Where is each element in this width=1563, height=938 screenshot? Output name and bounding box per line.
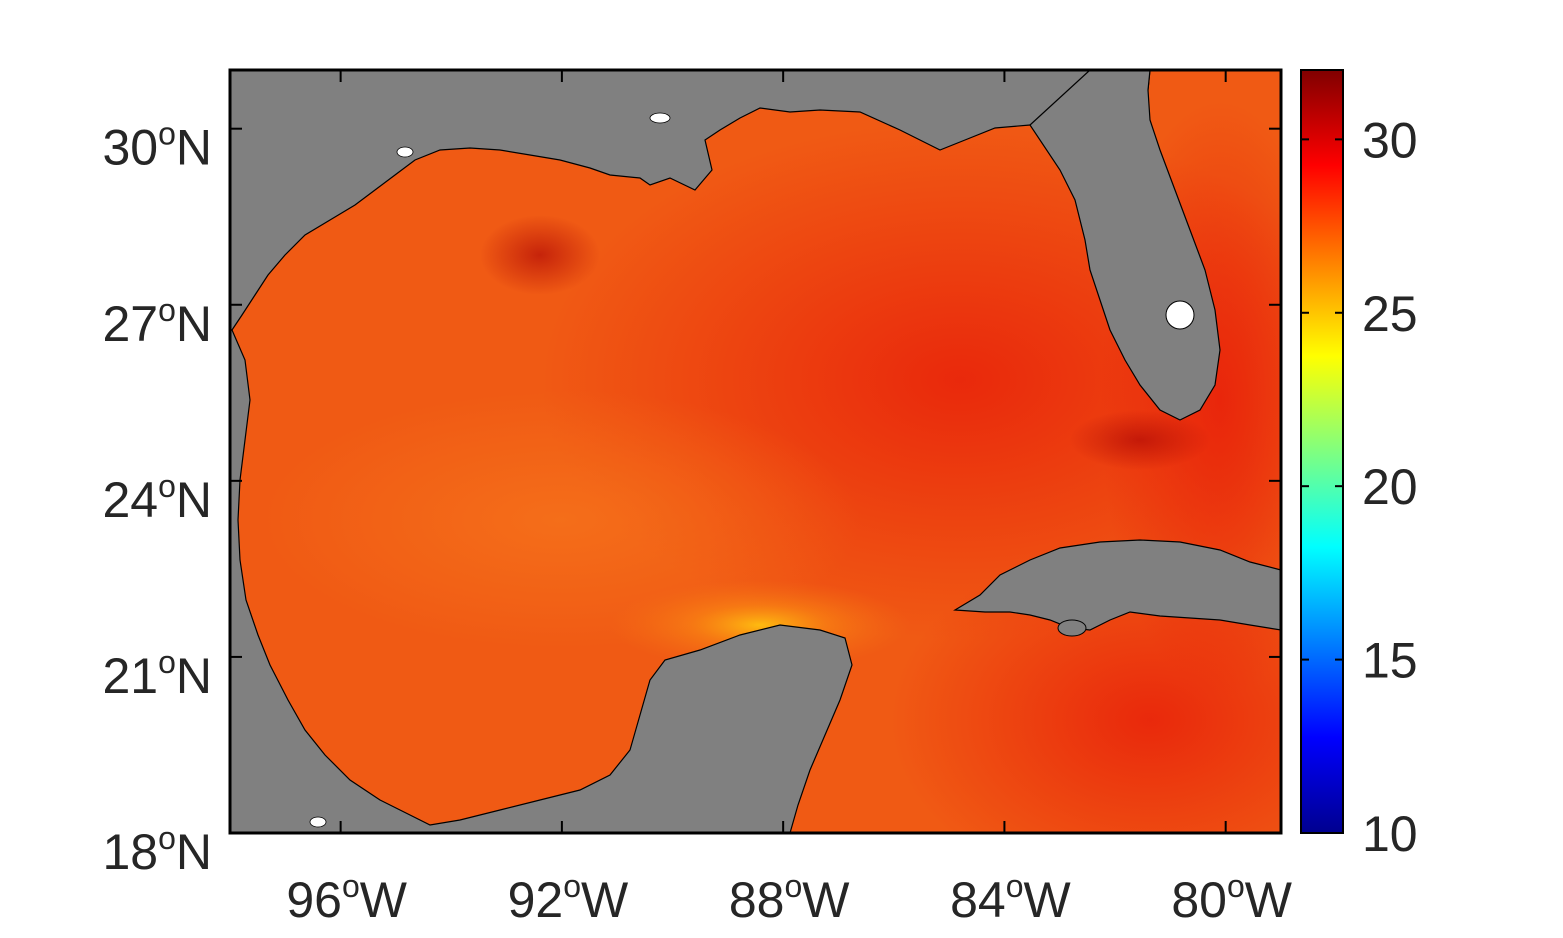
plot-area xyxy=(230,70,1281,833)
land-us-north xyxy=(230,70,1281,331)
colorbar-tick-label: 10 xyxy=(1362,806,1418,862)
latitude-tick-labels: 30oN 27oN 24oN 21oN 18oN xyxy=(102,116,212,880)
lon-tick-label: 92oW xyxy=(508,868,629,928)
dark-patch-north xyxy=(480,215,600,295)
colorbar-tick-label: 25 xyxy=(1362,286,1418,342)
colorbar-tick-label: 15 xyxy=(1362,633,1418,689)
colorbar-tick-label: 20 xyxy=(1362,459,1418,515)
colorbar-ticks xyxy=(1301,138,1343,834)
lon-tick-label: 80oW xyxy=(1171,868,1292,928)
colorbar-tick-label: 30 xyxy=(1362,112,1418,168)
lon-tick-label: 96oW xyxy=(286,868,407,928)
lat-tick-label: 24oN xyxy=(102,468,212,528)
land-florida xyxy=(1029,70,1221,421)
isla-juventud xyxy=(1057,619,1087,637)
coastal-lake-3 xyxy=(309,816,327,828)
colorbar xyxy=(1300,69,1344,834)
dark-patch-keys xyxy=(1070,410,1210,470)
lat-tick-label: 27oN xyxy=(102,292,212,352)
plot-frame xyxy=(228,68,1283,835)
lon-tick-label: 84oW xyxy=(950,868,1071,928)
coastal-lake-2 xyxy=(649,112,671,124)
axis-ticks xyxy=(230,70,1281,834)
land-cuba xyxy=(953,539,1281,631)
lat-tick-label: 30oN xyxy=(102,116,212,176)
lon-tick-label: 88oW xyxy=(729,868,850,928)
lat-tick-label: 21oN xyxy=(102,644,212,704)
longitude-tick-labels: 96oW 92oW 88oW 84oW 80oW xyxy=(286,868,1292,928)
land-mexico xyxy=(230,329,853,833)
lake-okeechobee xyxy=(1165,300,1195,330)
lat-tick-label: 18oN xyxy=(102,820,212,880)
coastal-lake-1 xyxy=(396,146,414,158)
colorbar-tick-labels: 10 15 20 25 30 xyxy=(1362,112,1418,862)
